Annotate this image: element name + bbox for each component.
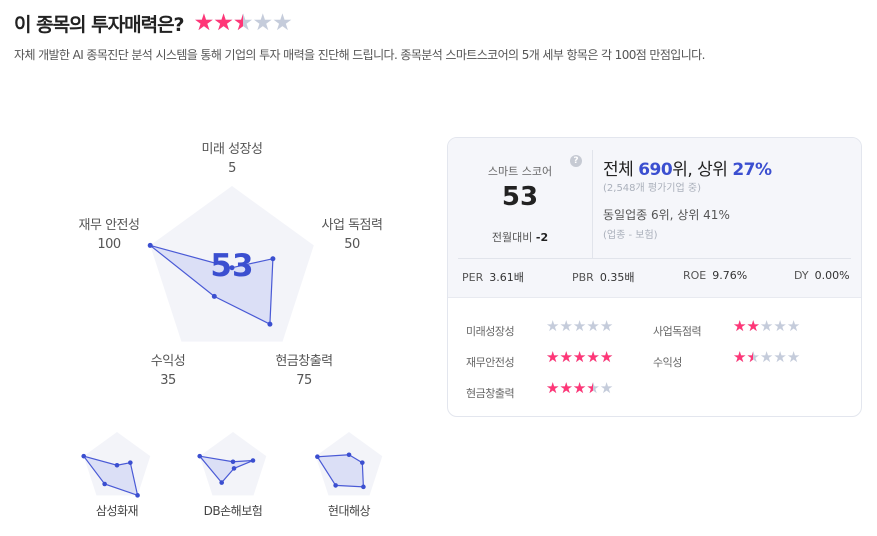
star-icon: ★★ (572, 379, 587, 397)
radar-area (316, 454, 365, 488)
score-label: 수익성 (653, 356, 682, 369)
star-icon: ★★ (232, 10, 254, 36)
overall-rank: 전체 690위, 상위 27% (603, 160, 772, 180)
peer-name[interactable]: 삼성화재 (95, 504, 139, 518)
star-icon: ★★ (586, 379, 600, 397)
axis-label-stability: 재무 안전성 100 (78, 218, 140, 252)
star-icon: ★ (773, 317, 787, 335)
smart-score-value: 53 (501, 182, 539, 212)
smart-score-card: 스마트 스코어 ? 53 전월대비 -2 전체 690위, 상위 27% (2,… (447, 137, 862, 417)
radar-point (114, 462, 120, 468)
industry-rank: 동일업종 6위, 상위 41% (603, 208, 730, 222)
score-label: 현금창출력 (466, 387, 515, 400)
radar-point (270, 256, 276, 262)
month-over-month: 전월대비 -2 (491, 231, 549, 244)
radar-point (211, 293, 217, 299)
axis-label-growth: 미래 성장성 5 (201, 142, 263, 176)
star-icon: ★ (773, 348, 787, 366)
radar-point (147, 242, 153, 248)
star-icon: ★★ (559, 348, 573, 366)
score-stars: ★★★★★★★ (733, 350, 800, 365)
metric-roe: ROE 9.76% (683, 269, 748, 282)
radar-area (198, 455, 254, 484)
star-icon: ★ (572, 317, 587, 335)
star-icon: ★★ (213, 10, 234, 36)
score-stars: ★ ★ ★ ★ ★ ★ ★ ★ ★ ★ (546, 350, 613, 365)
score-label: 사업독점력 (653, 325, 702, 338)
radar-point (230, 459, 236, 465)
star-icon: ★ (586, 317, 600, 335)
radar-background (150, 186, 314, 342)
radar-point (102, 481, 107, 487)
star-icon: ★★ (193, 10, 215, 36)
score-stars: ★ ★ ★ ★ ★ (546, 319, 613, 334)
radar-point (346, 452, 352, 458)
radar-point (135, 493, 140, 498)
title-text: 이 종목의 투자매력은? (14, 14, 185, 36)
help-icon[interactable]: ? (570, 155, 582, 167)
star-icon: ★★ (586, 348, 600, 366)
star-icon: ★★ (746, 317, 760, 335)
star-icon: ★★ (546, 348, 560, 366)
radar-point (229, 265, 235, 271)
star-icon: ★ (546, 317, 560, 335)
divider (592, 150, 593, 258)
star-icon: ★ (599, 317, 614, 335)
score-label: 재무안전성 (466, 356, 515, 369)
star-icon: ★ (759, 348, 774, 366)
industry-note: (업종 - 보험) (603, 230, 658, 241)
star-icon: ★★ (546, 379, 560, 397)
smart-score-label: 스마트 스코어 (487, 165, 553, 178)
radar-point (361, 484, 366, 490)
star-icon: ★ (559, 317, 573, 335)
star-icon: ★★ (746, 348, 760, 366)
score-stars: ★★★★★★★★★ (546, 381, 613, 396)
rank-note: (2,548개 평가기업 중) (603, 183, 701, 194)
axis-label-cashflow: 현금창출력 75 (275, 354, 333, 388)
star-icon: ★★ (559, 379, 573, 397)
radar-point (128, 460, 133, 465)
metric-pbr: PBR 0.35배 (572, 271, 635, 284)
peer-name[interactable]: DB손해보험 (203, 504, 263, 518)
star-icon: ★★ (599, 348, 614, 366)
radar-point (219, 480, 224, 485)
page-title: 이 종목의 투자매력은? ★★★★★★★★ (14, 10, 293, 37)
star-icon: ★★ (733, 348, 747, 366)
radar-center-score: 53 (210, 248, 254, 284)
axis-label-monopoly: 사업 독점력 50 (321, 218, 383, 252)
score-label: 미래성장성 (466, 325, 515, 338)
star-icon: ★ (252, 10, 273, 36)
radar-point (360, 460, 365, 465)
peer-name[interactable]: 현대해상 (327, 504, 371, 518)
score-stars: ★★★★★★★ (733, 319, 800, 334)
radar-point (231, 466, 237, 471)
axis-label-profit: 수익성 35 (150, 354, 186, 388)
radar-point (197, 453, 203, 459)
radar-point (250, 458, 256, 463)
radar-point (333, 483, 338, 488)
star-icon: ★ (786, 317, 801, 335)
radar-point (267, 321, 273, 327)
description: 자체 개발한 AI 종목진단 분석 시스템을 통해 기업의 투자 매력을 진단해… (14, 48, 705, 62)
radar-area (149, 244, 274, 326)
star-icon: ★★ (733, 317, 747, 335)
radar-point (315, 454, 320, 460)
star-icon: ★ (759, 317, 774, 335)
radar-point (81, 453, 87, 459)
star-icon: ★ (786, 348, 801, 366)
metric-per: PER 3.61배 (462, 271, 524, 284)
star-icon: ★★ (572, 348, 587, 366)
star-icon: ★ (599, 379, 614, 397)
metric-dy: DY 0.00% (794, 269, 850, 282)
divider (458, 258, 851, 259)
rating-stars: ★★★★★★★★ (193, 10, 293, 36)
star-icon: ★ (272, 10, 293, 36)
